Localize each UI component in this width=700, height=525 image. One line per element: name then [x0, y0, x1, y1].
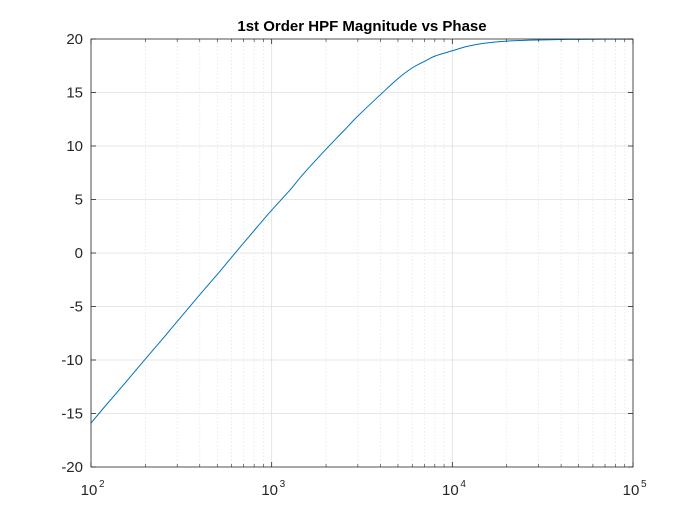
- y-tick-label: -15: [61, 406, 83, 423]
- series-line: [90, 38, 634, 424]
- x-tick-label: 10 2: [81, 479, 105, 499]
- y-tick-label: 15: [66, 85, 83, 102]
- x-tick-label-base: 10: [442, 482, 459, 499]
- x-tick-labels: 10 2 10 3 10 4 10 5: [81, 479, 647, 499]
- x-tick-label-exponent: 2: [99, 479, 105, 490]
- x-tick-label-base: 10: [81, 482, 98, 499]
- series-group: [90, 38, 634, 424]
- x-tick-label-exponent: 5: [641, 479, 647, 490]
- chart-title: 1st Order HPF Magnitude vs Phase: [237, 18, 486, 35]
- y-tick-label: -10: [61, 352, 83, 369]
- y-tick-label: 20: [66, 31, 83, 48]
- x-tick-label: 10 5: [623, 479, 647, 499]
- y-tick-label: -20: [61, 459, 83, 476]
- y-tick-label: 0: [75, 245, 83, 262]
- y-tick-label: -5: [70, 299, 83, 316]
- y-tick-label: 5: [75, 192, 83, 209]
- x-tick-label-base: 10: [261, 482, 278, 499]
- x-tick-label: 10 4: [442, 479, 466, 499]
- x-tick-label-exponent: 3: [280, 479, 286, 490]
- x-tick-label-base: 10: [623, 482, 640, 499]
- tick-marks: [90, 38, 634, 468]
- y-tick-label: 10: [66, 138, 83, 155]
- x-tick-label-exponent: 4: [460, 479, 466, 490]
- x-tick-label: 10 3: [261, 479, 285, 499]
- y-tick-labels: 20 15 10 5 0 -5 -10 -15 -20: [61, 31, 83, 476]
